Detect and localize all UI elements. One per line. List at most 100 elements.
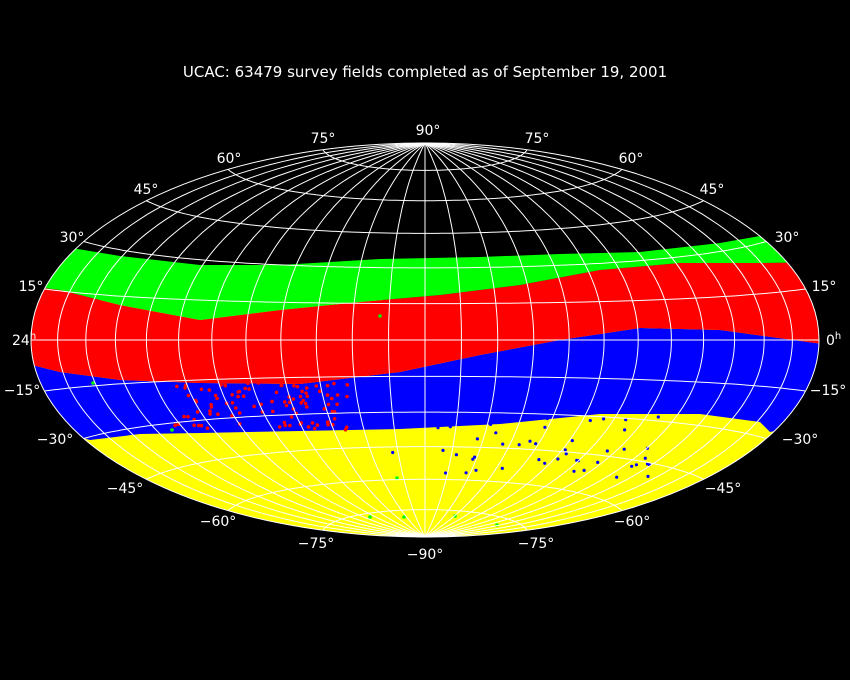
red-field-dot [208,412,212,416]
red-field-dot [299,401,304,405]
label-left-m30: −30° [37,432,74,448]
red-field-dot [335,393,340,397]
red-field-dot [209,405,214,409]
red-field-dot [236,390,240,394]
parallel-line [227,478,623,511]
label-right-meridian: 0h [826,331,841,349]
red-field-dot [322,407,327,411]
blue-field-dot [624,418,628,422]
label-right-60: 60° [619,151,644,167]
blue-field-dot [643,456,647,460]
red-field-dot [271,409,275,414]
red-field-dot [326,422,330,427]
green-field-dots [91,314,499,527]
parallel-line [83,411,767,439]
red-field-dot [300,389,304,394]
blue-field-dot [441,448,445,452]
blue-field-dot [605,449,609,453]
label-left-meridian-value: 24 [12,333,30,349]
red-field-dot [208,409,212,413]
label-left-30: 30° [60,230,85,246]
blue-field-dot [602,417,606,421]
label-left-meridian: 24h [12,331,36,349]
green-field-dot [170,428,174,432]
blue-field-dot [444,471,448,475]
red-field-dot [315,423,320,427]
label-right-meridian-value: 0 [826,333,835,349]
blue-field-dot [494,416,498,420]
blue-field-dot [436,426,440,430]
blue-field-dot [500,466,504,470]
red-field-dot [339,371,343,376]
graticule [30,142,820,538]
green-field-dot [378,314,382,318]
blue-field-dot [646,474,650,478]
red-field-dot [175,384,179,389]
blue-field-dot [391,450,395,455]
red-field-dot [282,400,287,404]
blue-field-dot [427,418,431,422]
red-field-dot [306,425,311,429]
label-right-meridian-sup: h [835,331,841,342]
blue-field-dot [494,431,498,435]
red-field-dot [236,394,240,399]
blue-field-dot [570,439,574,443]
red-field-dot [199,423,204,428]
red-field-dot [205,426,210,431]
red-field-dot [199,387,204,392]
red-field-dot [301,398,306,403]
red-field-dot [173,423,178,427]
parallel-line [44,375,806,392]
label-right-30: 30° [775,230,800,246]
blue-field-dot [537,458,541,462]
red-field-dot [310,421,315,425]
red-field-dot [241,394,246,399]
red-field-dot [187,376,191,381]
label-left-15: 15° [19,279,44,295]
red-field-dot [186,415,190,419]
parallel-line [83,241,767,269]
blue-field-dot [615,475,619,479]
red-field-dot [213,393,218,398]
red-field-dot [237,411,242,415]
blue-field-dot [501,442,505,446]
label-right-75: 75° [525,131,550,147]
blue-field-dot [534,442,538,446]
red-field-dot [187,370,192,375]
blue-field-dot [543,461,547,465]
red-field-dot [234,406,238,410]
red-field-dot [327,372,332,376]
green-field-dot [402,515,406,519]
red-field-dot [303,401,308,406]
parallel-line [322,509,528,531]
blue-field-dot [564,452,568,456]
red-field-dot [230,401,235,405]
red-field-dot [330,373,335,378]
red-field-dot [289,415,294,419]
label-right-m45: −45° [705,481,742,497]
blue-field-dot [572,469,576,473]
red-field-dot [256,381,261,385]
label-right-m60: −60° [614,514,651,530]
red-field-dot [282,420,287,425]
red-field-dot [304,386,309,390]
label-left-m60: −60° [200,514,237,530]
blue-field-dot [473,455,477,459]
red-field-dot [199,374,204,379]
blue-field-dot [622,447,626,451]
blue-field-dot [448,425,452,429]
red-field-dot [318,389,322,394]
red-field-dot [332,381,336,386]
blue-field-dot [556,457,560,461]
green-field-dot [395,476,399,480]
red-field-dot [252,404,256,409]
green-field-dot [91,381,95,385]
red-field-dot [247,387,251,391]
red-field-dot [291,397,296,401]
label-right-m15: −15° [810,383,847,399]
red-field-dot [295,384,300,389]
blue-field-dot [464,471,468,475]
red-field-dot [283,423,288,428]
blue-field-dot [563,448,567,452]
red-field-dot [270,399,274,404]
